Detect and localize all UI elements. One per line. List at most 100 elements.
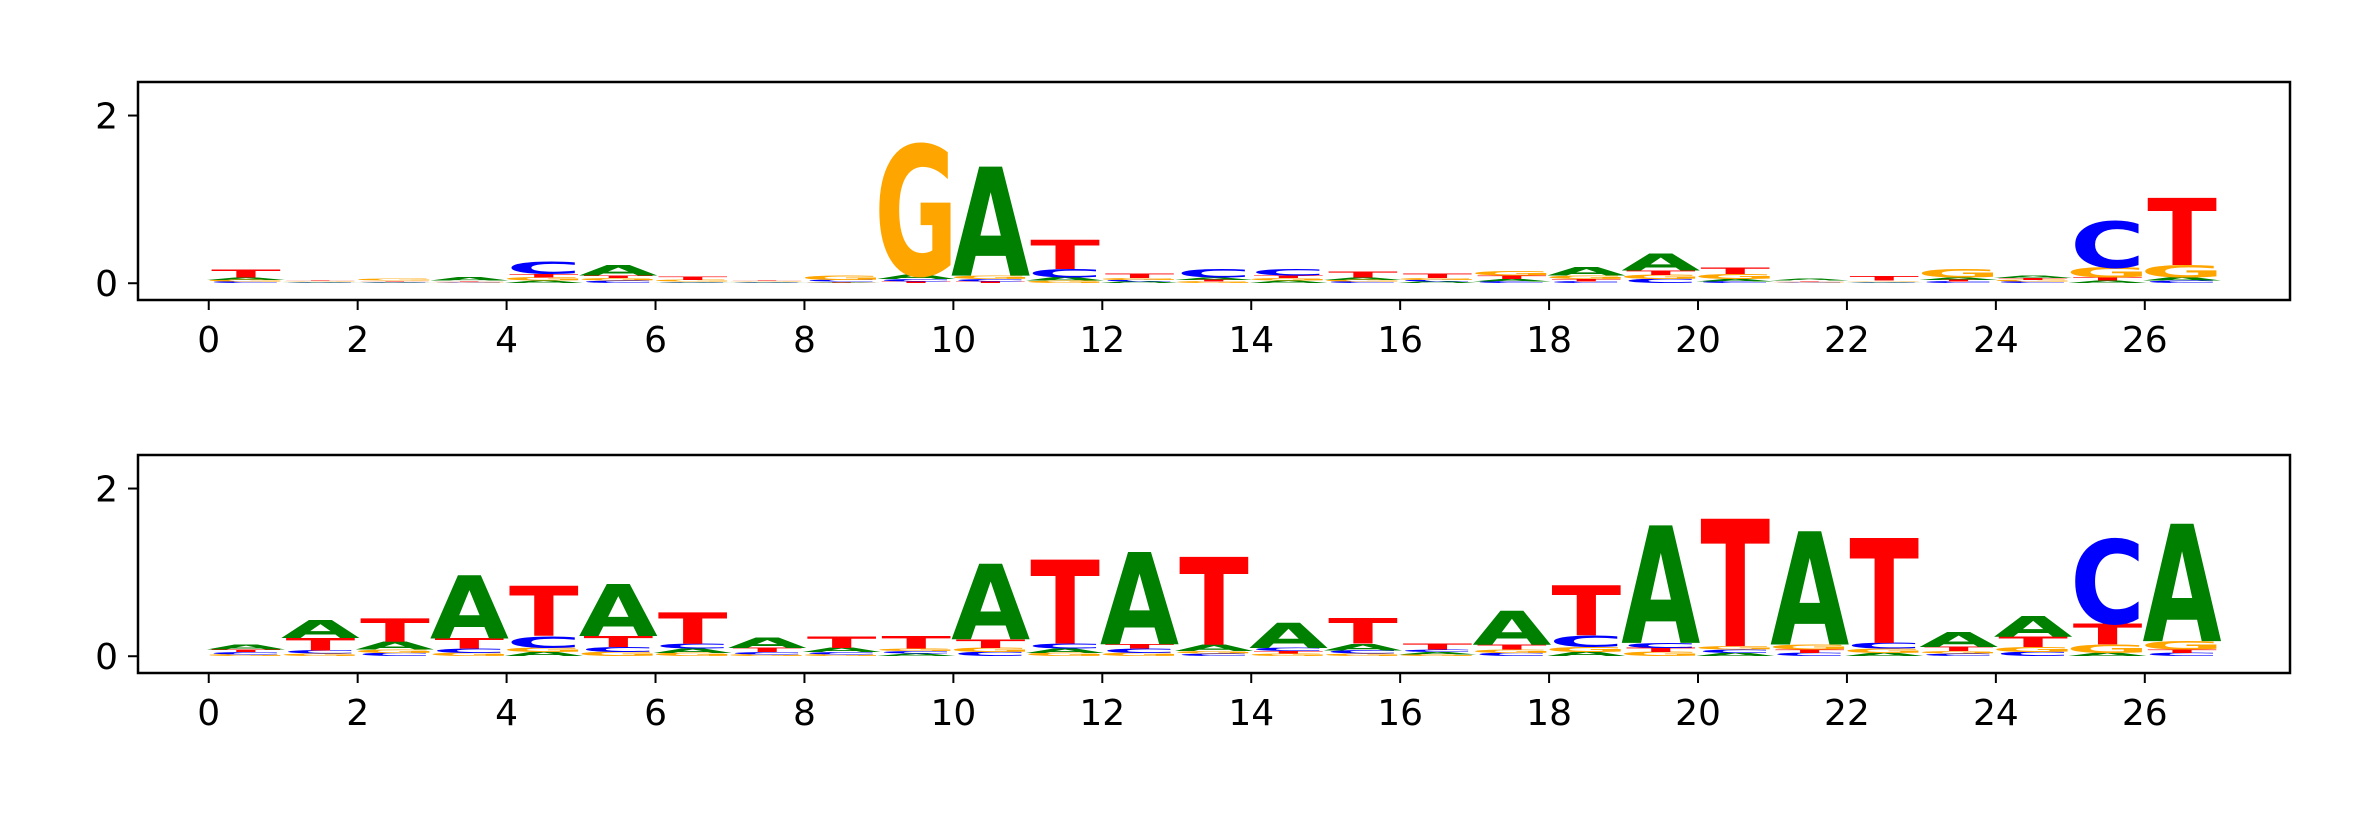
logo-letter-a-pos-13: A bbox=[1174, 643, 1253, 654]
x-tick-label: 18 bbox=[1526, 693, 1572, 734]
logo-letter-t-pos-21: T bbox=[1775, 281, 1845, 282]
logo-letter-c-pos-13: C bbox=[1177, 653, 1252, 657]
logo-letter-g-pos-7: G bbox=[725, 281, 809, 282]
logo-letter-g-pos-15: G bbox=[1321, 653, 1405, 657]
logo-letter-t-pos-2: T bbox=[360, 612, 430, 649]
logo-letter-t-pos-21: T bbox=[1775, 649, 1845, 654]
logo-letter-a-pos-2: A bbox=[355, 640, 434, 652]
logo-letter-a-pos-25: A bbox=[2068, 652, 2147, 657]
logo-letter-g-pos-25: G bbox=[2066, 265, 2150, 281]
logo-letter-g-pos-13: G bbox=[1172, 651, 1256, 655]
logo-letter-a-pos-7: A bbox=[728, 282, 807, 283]
y-axis: 02 bbox=[95, 97, 138, 305]
logo-letter-c-pos-12: C bbox=[1102, 648, 1177, 655]
logo-letter-t-pos-18: T bbox=[1551, 278, 1621, 282]
logo-letter-g-pos-21: G bbox=[1768, 643, 1852, 651]
y-tick-label: 0 bbox=[95, 637, 118, 678]
logo-letter-g-pos-12: G bbox=[1098, 652, 1182, 657]
logo-letter-c-pos-15: C bbox=[1325, 650, 1400, 655]
logo-letter-t-pos-5: T bbox=[583, 275, 653, 279]
logo-letter-g-pos-13: G bbox=[1172, 281, 1256, 284]
logo-letter-a-pos-11: A bbox=[1026, 648, 1105, 655]
logo-letter-t-pos-17: T bbox=[1477, 643, 1547, 651]
logo-letter-g-pos-2: G bbox=[353, 649, 437, 654]
logo-letter-g-pos-5: G bbox=[576, 278, 660, 282]
logo-letter-c-pos-20: C bbox=[1698, 281, 1773, 284]
logo-letter-t-pos-1: T bbox=[286, 635, 356, 655]
logo-letter-g-pos-11: G bbox=[1023, 280, 1107, 284]
logo-letter-a-pos-18: A bbox=[1547, 651, 1626, 658]
logo-letter-g-pos-10: G bbox=[949, 275, 1033, 280]
x-tick-label: 2 bbox=[346, 693, 369, 734]
logo-letter-t-pos-4: T bbox=[509, 273, 579, 278]
logo-letter-g-pos-24: G bbox=[1991, 279, 2075, 282]
logo-letter-c-pos-23: C bbox=[1921, 653, 1996, 657]
logo-letter-t-pos-25: T bbox=[2073, 277, 2143, 282]
logo-letter-a-pos-16: A bbox=[1398, 651, 1477, 655]
logo-letter-a-pos-24: A bbox=[1994, 275, 2073, 279]
logo-letter-a-pos-26: A bbox=[2143, 492, 2222, 680]
logo-letter-a-pos-15: A bbox=[1323, 277, 1402, 281]
logo-letter-t-pos-5: T bbox=[583, 633, 653, 650]
logo-letter-g-pos-6: G bbox=[651, 652, 735, 657]
logo-letter-g-pos-20: G bbox=[1693, 273, 1777, 281]
logo-letter-c-pos-6: C bbox=[655, 281, 730, 282]
logo-letter-a-pos-23: A bbox=[1919, 277, 1998, 281]
logo-letter-a-pos-19: A bbox=[1621, 250, 1700, 277]
logo-letter-c-pos-7: C bbox=[730, 281, 805, 282]
logo-letter-a-pos-12: A bbox=[1100, 281, 1179, 284]
logo-letter-t-pos-25: T bbox=[2073, 618, 2143, 652]
logo-letter-g-pos-9: G bbox=[874, 110, 958, 317]
logo-letter-g-pos-19: G bbox=[1619, 651, 1703, 658]
logo-letter-a-pos-9: A bbox=[877, 274, 956, 281]
logo-letter-a-pos-22: A bbox=[1845, 652, 1924, 657]
logo-letters: CGATACGTACTGCGTAAGTCCGTAACGTACGTATCGTCAG… bbox=[204, 110, 2224, 317]
logo-letter-c-pos-3: C bbox=[432, 282, 507, 283]
logo-letter-a-pos-4: A bbox=[504, 651, 583, 658]
logo-letter-c-pos-2: C bbox=[357, 652, 432, 657]
logo-letter-g-pos-22: G bbox=[1842, 281, 1926, 282]
logo-letter-t-pos-6: T bbox=[658, 604, 728, 654]
logo-letter-c-pos-25: C bbox=[2070, 209, 2145, 283]
logo-letter-c-pos-10: C bbox=[953, 278, 1028, 282]
logo-letter-t-pos-13: T bbox=[1179, 279, 1249, 282]
x-tick-label: 18 bbox=[1526, 320, 1572, 361]
logo-letter-c-pos-18: C bbox=[1549, 281, 1624, 284]
logo-letter-g-pos-16: G bbox=[1395, 278, 1479, 281]
logo-letter-t-pos-19: T bbox=[1626, 647, 1696, 654]
logo-letter-c-pos-0: C bbox=[208, 651, 283, 655]
logo-letter-c-pos-20: C bbox=[1698, 649, 1773, 654]
logo-letter-g-pos-16: G bbox=[1395, 654, 1479, 657]
logo-letter-t-pos-13: T bbox=[1179, 533, 1249, 673]
logo-letter-c-pos-4: C bbox=[506, 258, 581, 278]
logo-letter-c-pos-24: C bbox=[1996, 281, 2071, 284]
logo-letters: GCTAGCTACGATGCTAAGCTGCTAGACTGCTAGCATACGT… bbox=[204, 484, 2224, 688]
logo-letter-c-pos-19: C bbox=[1623, 278, 1698, 285]
logo-letter-c-pos-24: C bbox=[1996, 651, 2071, 658]
logo-letter-c-pos-6: C bbox=[655, 642, 730, 650]
x-tick-label: 16 bbox=[1377, 320, 1423, 361]
logo-letter-t-pos-16: T bbox=[1403, 273, 1473, 280]
logo-letter-c-pos-8: C bbox=[804, 279, 879, 282]
logo-panel-top: CGATACGTACTGCGTAAGTCCGTAACGTACGTATCGTCAG… bbox=[95, 80, 2292, 361]
logo-letter-a-pos-19: A bbox=[1621, 494, 1700, 682]
logo-letter-t-pos-8: T bbox=[807, 633, 877, 652]
logo-letter-t-pos-24: T bbox=[1998, 634, 2068, 650]
logo-letter-g-pos-18: G bbox=[1544, 275, 1628, 280]
logo-letter-a-pos-5: A bbox=[579, 570, 658, 653]
logo-letter-g-pos-23: G bbox=[1917, 651, 2001, 655]
logo-letter-g-pos-1: G bbox=[279, 281, 363, 282]
x-tick-label: 14 bbox=[1228, 693, 1274, 734]
logo-letter-a-pos-8: A bbox=[802, 282, 881, 283]
logo-letter-a-pos-21: A bbox=[1770, 500, 1849, 681]
logo-letter-a-pos-6: A bbox=[653, 648, 732, 655]
logo-letter-c-pos-3: C bbox=[432, 648, 507, 655]
x-tick-label: 22 bbox=[1824, 320, 1870, 361]
logo-letter-t-pos-14: T bbox=[1254, 275, 1324, 279]
logo-letter-t-pos-10: T bbox=[956, 281, 1026, 284]
logo-letter-t-pos-26: T bbox=[2147, 649, 2217, 654]
axes-frame bbox=[136, 80, 2292, 302]
logo-letter-g-pos-14: G bbox=[1247, 653, 1331, 657]
logo-letter-a-pos-12: A bbox=[1100, 528, 1179, 675]
